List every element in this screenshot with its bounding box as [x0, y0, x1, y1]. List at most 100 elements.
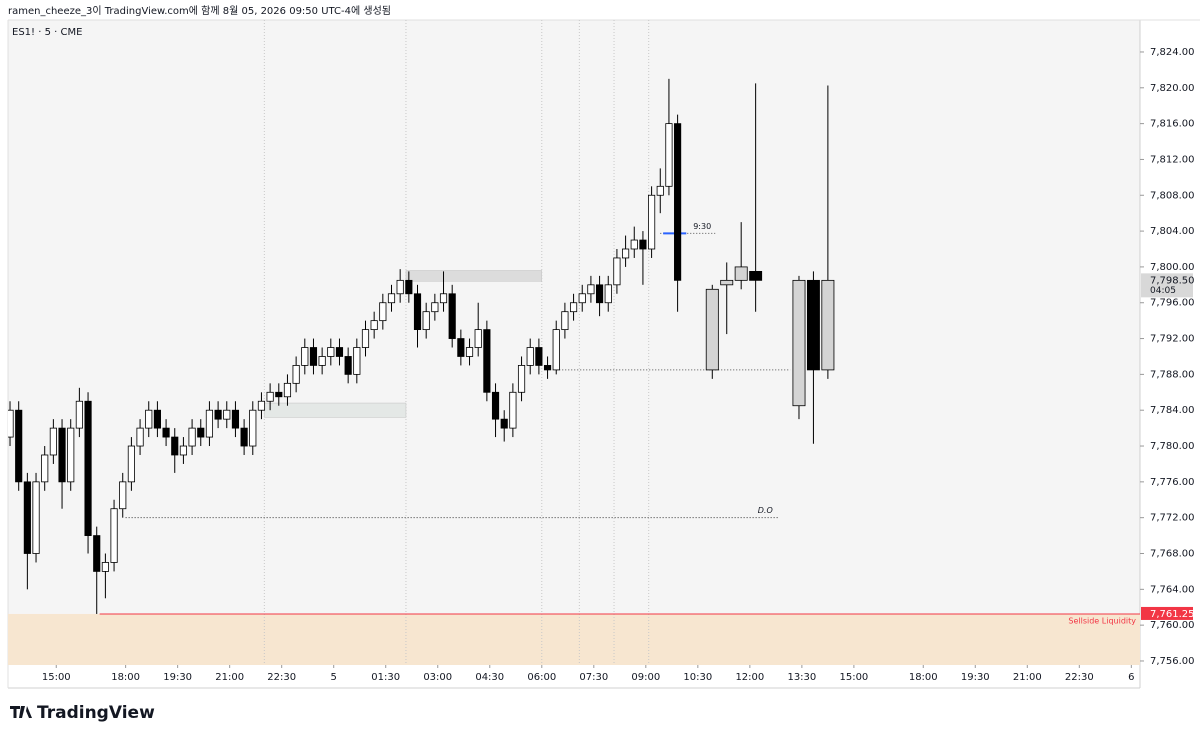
candle-body [223, 409, 231, 420]
x-tick-label: 6 [1128, 672, 1134, 683]
level-label: D.O [758, 506, 773, 515]
zone [405, 270, 543, 282]
candle-body [483, 329, 491, 393]
y-tick-label: 7,768.00 [1150, 548, 1195, 559]
x-tick-label: 06:00 [527, 672, 556, 683]
candle-body [327, 347, 335, 357]
candle-body [145, 409, 153, 429]
candle-body [491, 391, 500, 420]
candle-body [595, 284, 604, 304]
candle-body [705, 288, 719, 371]
y-tick-label: 7,772.00 [1150, 513, 1195, 524]
candle-body [639, 239, 647, 250]
x-tick-label: 03:00 [423, 672, 452, 683]
y-tick-label: 7,784.00 [1150, 405, 1195, 416]
y-tick-label: 7,820.00 [1150, 83, 1195, 94]
x-tick-label: 04:30 [475, 672, 504, 683]
x-tick-label: 22:30 [1065, 672, 1094, 683]
candle-body [720, 279, 734, 286]
level-label: 9:30 [693, 222, 711, 231]
candle-body [275, 391, 283, 398]
x-tick-label: 18:00 [111, 672, 140, 683]
candle-body [535, 347, 543, 366]
candle-body [84, 400, 92, 536]
candle-body [509, 391, 517, 429]
candle-body [283, 382, 292, 398]
candle-body [23, 481, 31, 554]
candle-body [318, 356, 326, 366]
candle-body [309, 347, 318, 366]
y-tick-label: 7,804.00 [1150, 226, 1195, 237]
candle-body [188, 427, 196, 447]
candle-body [49, 427, 57, 456]
candle-body [422, 311, 430, 331]
candle-body [630, 239, 638, 250]
candle-body [153, 409, 161, 429]
candle-body [136, 427, 144, 447]
y-tick-label: 7,808.00 [1150, 190, 1195, 201]
candle-body [806, 279, 820, 371]
x-tick-label: 21:00 [1013, 672, 1042, 683]
candle-body [249, 409, 257, 447]
y-tick-label: 7,824.00 [1150, 47, 1195, 58]
symbol: ES1! · 5 · CME [12, 27, 82, 38]
candle-body [119, 481, 127, 510]
candle-body [665, 123, 673, 187]
y-tick-label: 7,780.00 [1150, 441, 1195, 452]
candle-body [75, 400, 83, 429]
candle-body [552, 329, 560, 371]
candle-body [162, 427, 170, 438]
candle-body [370, 320, 378, 331]
liquidity-text: Sellside Liquidity [1068, 616, 1136, 625]
candle-body [622, 248, 630, 259]
candle-body [561, 311, 569, 331]
candle-body [465, 347, 474, 357]
candle-body [231, 409, 240, 429]
x-tick-label: 01:30 [371, 672, 400, 683]
liquidity-zone [8, 613, 1140, 665]
candle-body [448, 293, 456, 339]
candle-body [431, 302, 439, 313]
candle-body [15, 409, 23, 483]
candle-body [656, 185, 664, 196]
candle-body [361, 329, 370, 348]
candle-body [335, 347, 344, 357]
x-tick-label: 22:30 [267, 672, 296, 683]
candle-body [613, 257, 621, 286]
candle-body [500, 418, 508, 429]
x-tick-label: 18:00 [909, 672, 938, 683]
candle-body [344, 356, 352, 375]
x-tick-label: 09:00 [631, 672, 660, 683]
candle-body [405, 279, 413, 295]
y-tick-label: 7,796.00 [1150, 298, 1195, 309]
caption: ramen_cheeze_3이 TradingView.com에 함께 8월 0… [8, 5, 391, 17]
candle-body [292, 365, 300, 384]
candle-body [396, 279, 404, 295]
logo-mark [10, 706, 32, 718]
candle-body [179, 445, 187, 456]
candle-body [257, 400, 266, 411]
candle-body [101, 562, 109, 572]
x-tick-label: 21:00 [215, 672, 244, 683]
candle-body [32, 481, 40, 554]
candle-body [578, 293, 586, 304]
candle-body [674, 123, 682, 281]
x-tick-label: 5 [331, 672, 337, 683]
last-price-label: 7,798.50 [1150, 275, 1195, 286]
candle-body [604, 284, 612, 304]
candle-body [474, 329, 482, 348]
zone [264, 402, 407, 418]
candle-body [457, 338, 465, 357]
candle-body [734, 266, 748, 281]
y-tick-label: 7,812.00 [1150, 154, 1195, 165]
y-tick-label: 7,800.00 [1150, 262, 1195, 273]
candle-body [439, 293, 448, 304]
candle-body [301, 347, 309, 366]
candle-body [240, 427, 248, 447]
y-tick-label: 7,776.00 [1150, 477, 1195, 488]
candle-body [387, 293, 396, 304]
candle-body [587, 284, 595, 295]
y-tick-label: 7,756.00 [1150, 656, 1195, 667]
